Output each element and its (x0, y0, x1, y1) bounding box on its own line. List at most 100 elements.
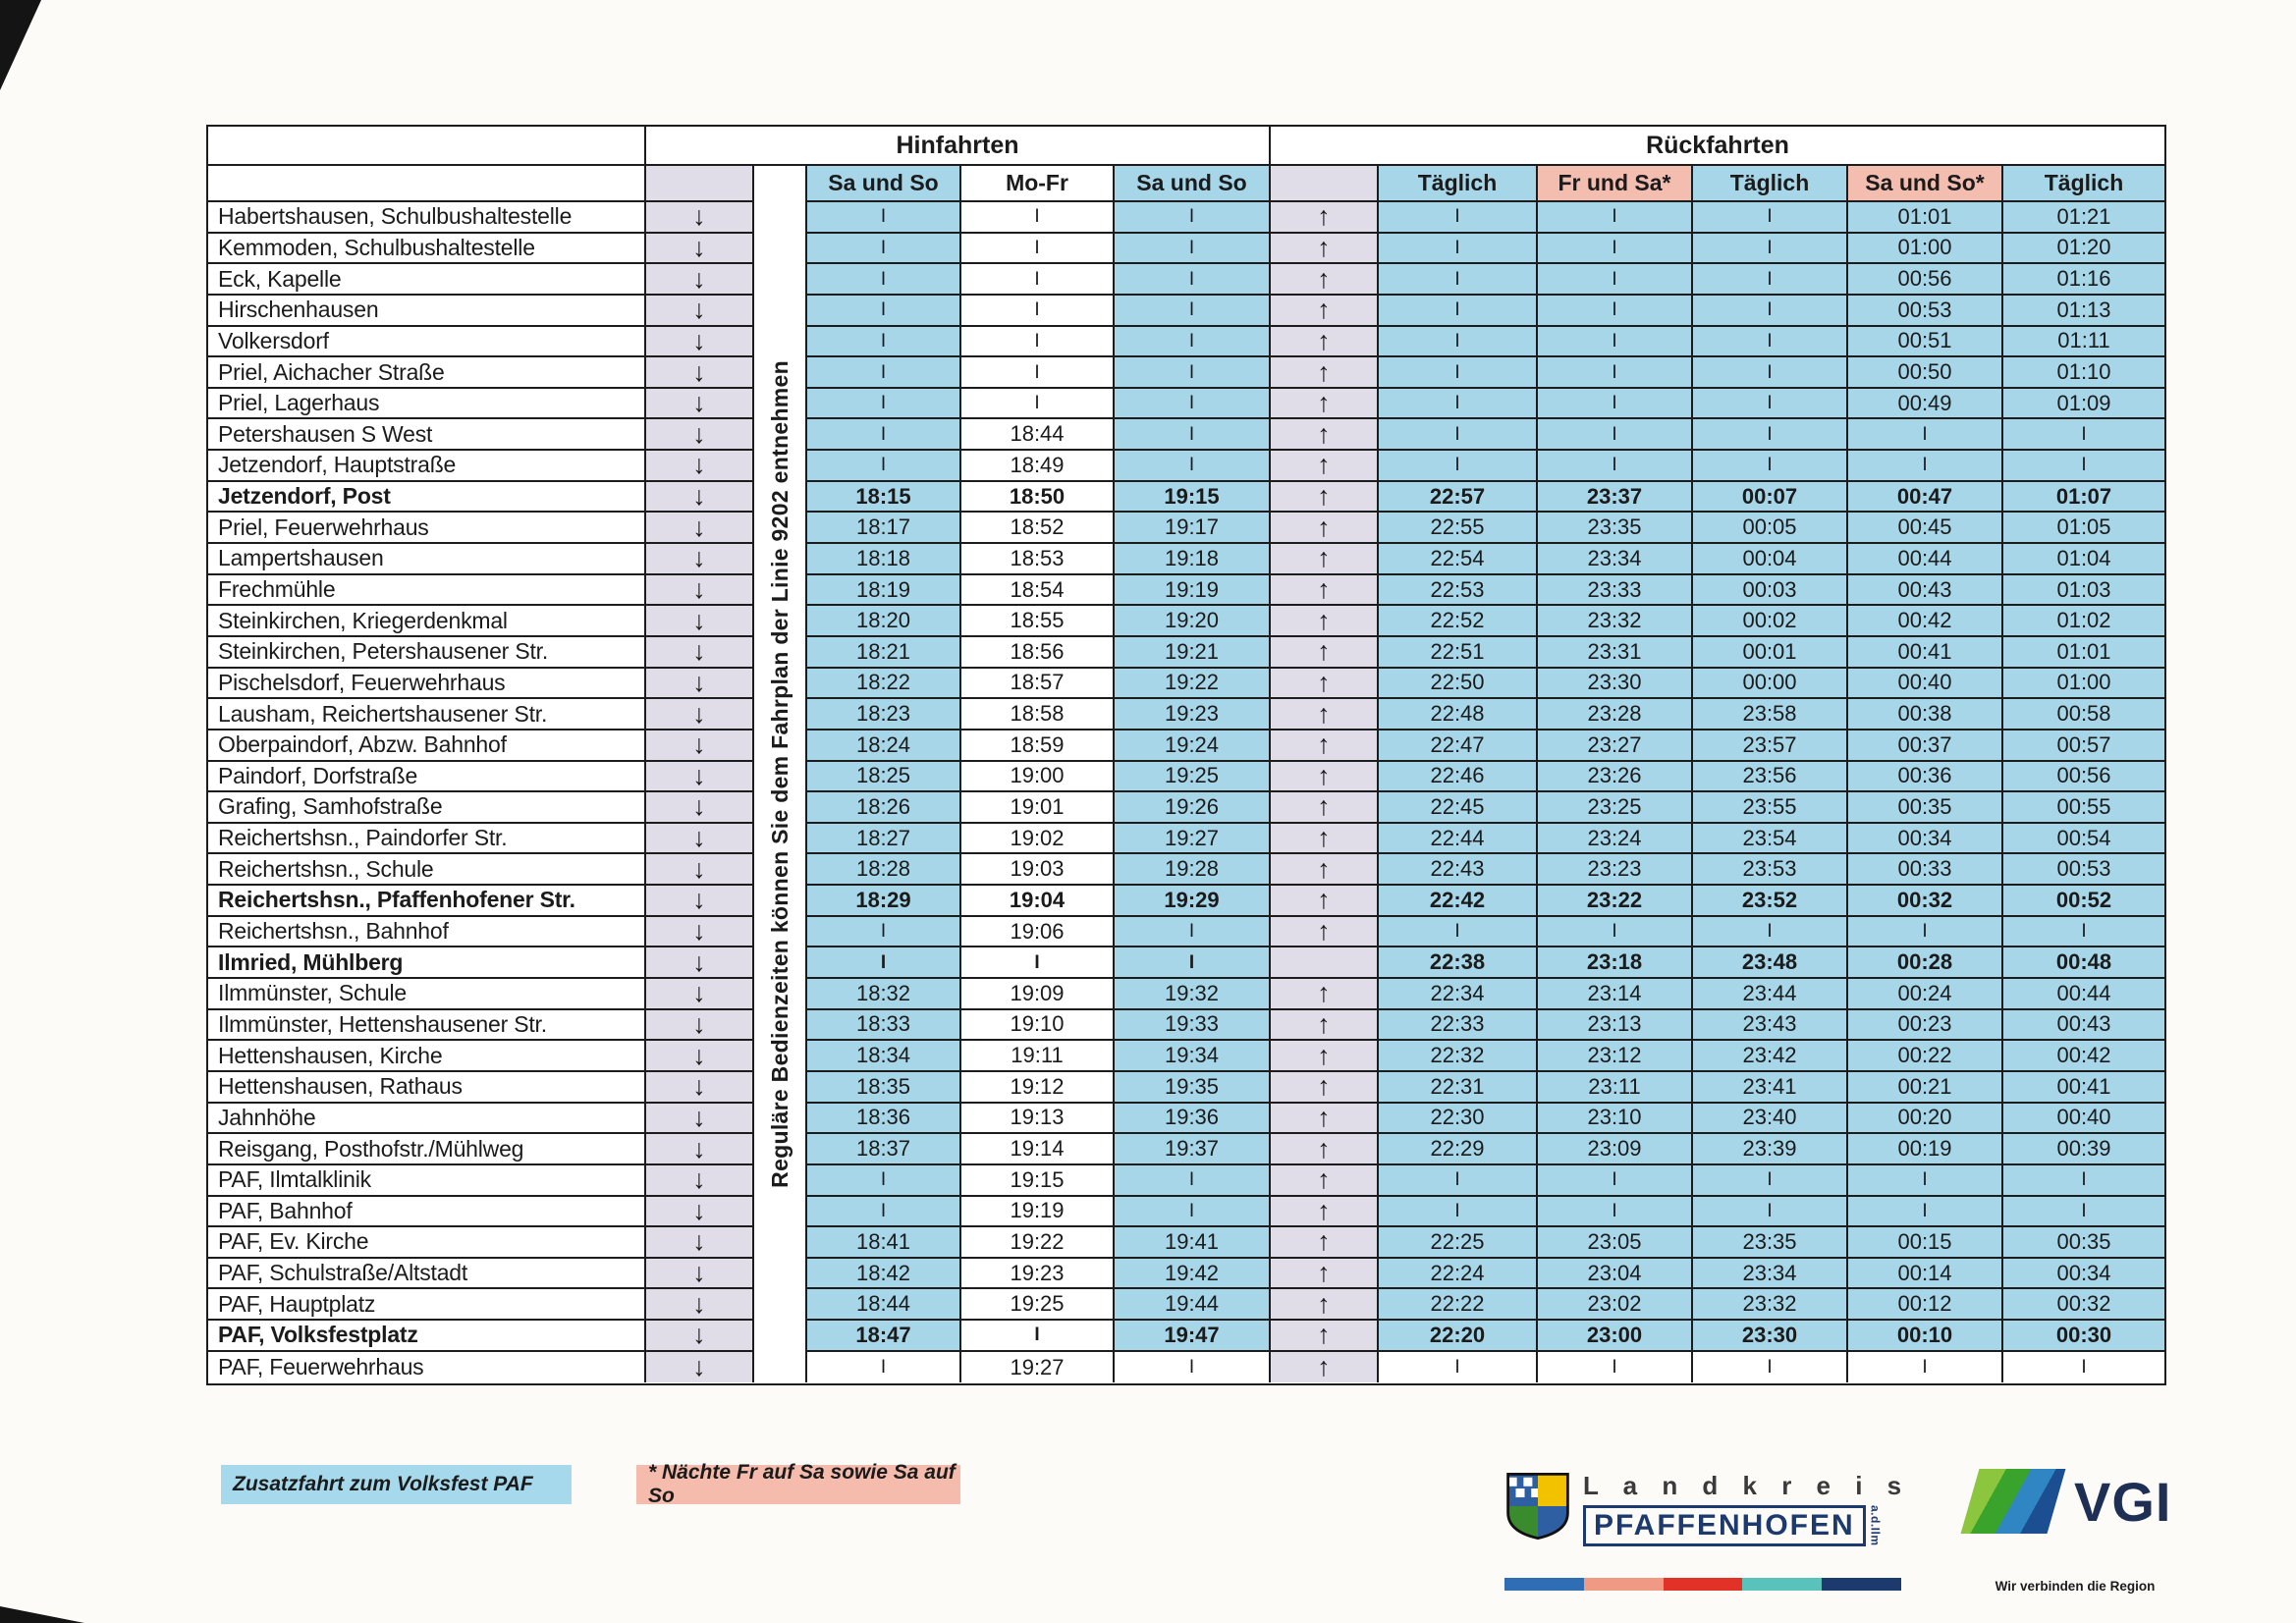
hin-time-cell: 19:15 (1115, 481, 1271, 514)
rueck-time-cell: I (1848, 1164, 2003, 1197)
hin-time-cell: 19:02 (961, 823, 1115, 855)
rueck-time-cell: 00:34 (1848, 823, 2003, 855)
hin-time-cell: 18:33 (807, 1009, 961, 1042)
col-header-fr-und-sa: Fr und Sa* (1538, 166, 1693, 202)
up-arrow-icon: ↑ (1271, 202, 1379, 234)
section-header-rueckfahrten: Rückfahrten (1271, 127, 2164, 166)
hin-time-cell: 19:34 (1115, 1041, 1271, 1072)
hin-time-cell: 18:22 (807, 668, 961, 700)
hin-time-cell: 18:21 (807, 636, 961, 669)
rueck-time-cell: 00:00 (1693, 668, 1848, 700)
rueck-time-cell: I (1538, 295, 1693, 327)
hin-time-cell: 18:44 (807, 1289, 961, 1322)
up-arrow-icon: ↑ (1271, 886, 1379, 917)
rueck-time-cell: 01:11 (2003, 326, 2164, 358)
hin-time-cell: 19:37 (1115, 1134, 1271, 1165)
down-arrow-icon: ↓ (646, 1103, 754, 1135)
down-arrow-icon: ↓ (646, 1164, 754, 1197)
hin-time-cell: 19:41 (1115, 1227, 1271, 1259)
rueck-time-cell: 23:12 (1538, 1041, 1693, 1072)
rueck-time-cell: 00:19 (1848, 1134, 2003, 1165)
rueck-time-cell: 22:22 (1379, 1289, 1538, 1322)
rueck-time-cell: 01:05 (2003, 513, 2164, 545)
rueck-time-cell: I (1538, 1164, 1693, 1197)
stop-cell: Frechmühle (208, 574, 646, 607)
rueck-time-cell: 23:27 (1538, 730, 1693, 762)
up-arrow-icon: ↑ (1271, 1009, 1379, 1042)
rueck-time-cell: I (1693, 1196, 1848, 1228)
rueck-time-cell: 23:24 (1538, 823, 1693, 855)
rueck-time-cell: 23:35 (1538, 513, 1693, 545)
up-arrow-icon: ↑ (1271, 979, 1379, 1010)
hin-time-cell: I (961, 388, 1115, 420)
rueck-time-cell: 23:53 (1693, 854, 1848, 887)
rueck-time-cell: 00:54 (2003, 823, 2164, 855)
rueck-time-cell: 00:14 (1848, 1258, 2003, 1290)
up-arrow-icon: ↑ (1271, 574, 1379, 607)
rueck-time-cell: 00:32 (2003, 1289, 2164, 1322)
up-arrow-icon: ↑ (1271, 1071, 1379, 1104)
stop-cell: Petershausen S West (208, 419, 646, 452)
hin-time-cell: I (1115, 357, 1271, 389)
rueck-time-cell: 23:44 (1693, 979, 1848, 1010)
landkreis-logo-text: L a n d k r e i s PFAFFENHOFEN a.d.Ilm (1583, 1471, 1910, 1546)
rueck-time-cell: 00:21 (1848, 1071, 2003, 1104)
down-arrow-icon: ↓ (646, 1289, 754, 1322)
rueck-time-cell: 00:35 (2003, 1227, 2164, 1259)
rueck-time-cell: 00:34 (2003, 1258, 2164, 1290)
rueck-time-cell: I (1693, 451, 1848, 482)
rueck-time-cell: I (1379, 233, 1538, 265)
hin-time-cell: I (1115, 419, 1271, 452)
rueck-time-cell: I (1379, 357, 1538, 389)
rueck-time-cell: I (1538, 202, 1693, 234)
up-arrow-icon: ↑ (1271, 1134, 1379, 1165)
down-arrow-icon: ↓ (646, 1009, 754, 1042)
hin-time-cell: 18:19 (807, 574, 961, 607)
hin-time-cell: 19:47 (1115, 1321, 1271, 1352)
rueck-time-cell: I (1848, 419, 2003, 452)
rueck-time-cell: 22:46 (1379, 761, 1538, 793)
rueck-time-cell: I (1538, 357, 1693, 389)
down-arrow-icon: ↓ (646, 544, 754, 575)
down-arrow-icon: ↓ (646, 886, 754, 917)
hin-time-cell: 19:15 (961, 1164, 1115, 1197)
rueck-time-cell: 01:07 (2003, 481, 2164, 514)
down-arrow-icon: ↓ (646, 1321, 754, 1352)
down-arrow-icon: ↓ (646, 823, 754, 855)
up-arrow-icon: ↑ (1271, 1289, 1379, 1322)
hin-time-cell: I (1115, 1164, 1271, 1197)
up-arrow-icon: ↑ (1271, 1258, 1379, 1290)
rueck-time-cell: I (1379, 326, 1538, 358)
hin-time-cell: 19:19 (1115, 574, 1271, 607)
corner-blank-cell (208, 127, 646, 166)
up-arrow-icon: ↑ (1271, 668, 1379, 700)
up-arrow-icon: ↑ (1271, 1164, 1379, 1197)
rueck-time-cell: I (1693, 357, 1848, 389)
rueck-time-cell: I (1538, 1196, 1693, 1228)
vgi-wordmark: VGI (2074, 1470, 2172, 1533)
rueck-time-cell: 23:39 (1693, 1134, 1848, 1165)
landkreis-wordmark: L a n d k r e i s (1583, 1471, 1911, 1500)
hin-time-cell: 18:29 (807, 886, 961, 917)
rueck-time-cell: 22:52 (1379, 606, 1538, 637)
up-arrow-icon: ↑ (1271, 636, 1379, 669)
rueck-time-cell: 00:15 (1848, 1227, 2003, 1259)
stop-cell: Reichertshsn., Bahnhof (208, 916, 646, 948)
hin-time-cell: 18:52 (961, 513, 1115, 545)
rueck-time-cell: 22:53 (1379, 574, 1538, 607)
up-arrow-icon: ↑ (1271, 357, 1379, 389)
legend-naechte: * Nächte Fr auf Sa sowie Sa auf So (636, 1461, 960, 1507)
rueck-time-cell: 00:58 (2003, 699, 2164, 730)
rueck-time-cell: 01:10 (2003, 357, 2164, 389)
stop-cell: Hirschenhausen (208, 295, 646, 327)
rueck-time-cell: 23:34 (1538, 544, 1693, 575)
rueck-time-cell: I (2003, 1196, 2164, 1228)
stop-cell: PAF, Bahnhof (208, 1196, 646, 1228)
hin-time-cell: 19:11 (961, 1041, 1115, 1072)
hin-time-cell: 18:55 (961, 606, 1115, 637)
rueck-time-cell: 23:35 (1693, 1227, 1848, 1259)
stop-cell: Priel, Feuerwehrhaus (208, 513, 646, 545)
rueck-time-cell: 23:25 (1538, 792, 1693, 824)
hin-time-cell: 18:27 (807, 823, 961, 855)
rueck-time-cell: 00:41 (2003, 1071, 2164, 1104)
